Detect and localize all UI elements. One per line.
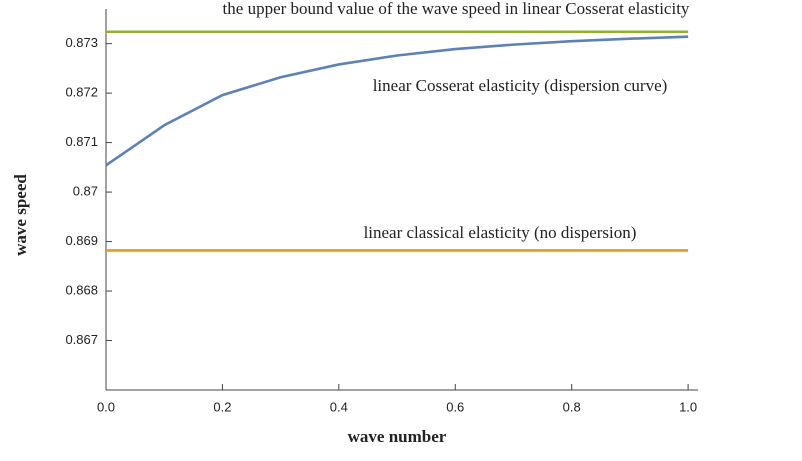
x-tick-label: 1.0 (679, 399, 697, 414)
x-tick-label: 0.4 (330, 399, 348, 414)
y-tick-label: 0.873 (65, 35, 98, 50)
y-tick-label: 0.87 (73, 184, 98, 199)
x-tick-label: 0.6 (446, 399, 464, 414)
x-axis-label: wave number (348, 427, 447, 446)
y-axis-label: wave speed (11, 174, 30, 256)
x-tick-label: 0.2 (213, 399, 231, 414)
series-label: linear Cosserat elasticity (dispersion c… (373, 76, 668, 95)
y-tick-label: 0.867 (65, 332, 98, 347)
y-tick-label: 0.871 (65, 134, 98, 149)
x-tick-label: 0.8 (563, 399, 581, 414)
series-label: linear classical elasticity (no dispersi… (364, 223, 637, 242)
x-tick-label: 0.0 (97, 399, 115, 414)
y-tick-label: 0.872 (65, 85, 98, 100)
series-label: the upper bound value of the wave speed … (223, 0, 690, 18)
y-tick-label: 0.868 (65, 282, 98, 297)
series-line (105, 35, 689, 167)
y-tick-label: 0.869 (65, 233, 98, 248)
